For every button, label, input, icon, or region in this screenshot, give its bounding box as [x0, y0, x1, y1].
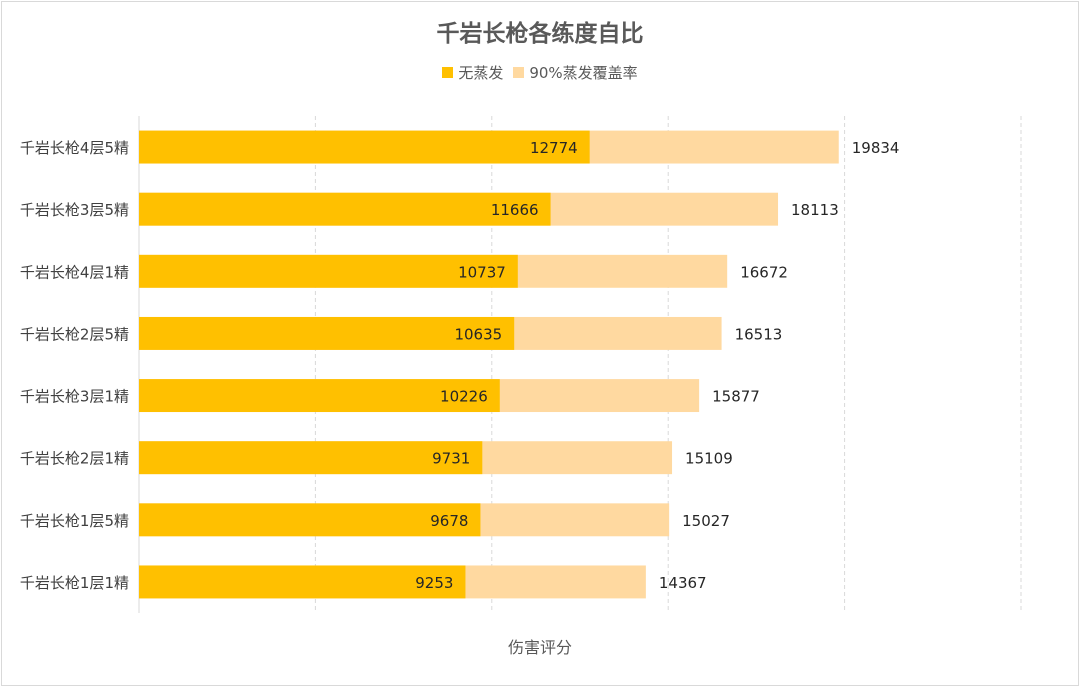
- chart-title: 千岩长枪各练度自比: [436, 21, 644, 47]
- data-label-series-1: 10226: [440, 388, 488, 406]
- data-label-series-1: 10737: [458, 263, 506, 281]
- y-tick-label: 千岩长枪4层1精: [20, 263, 129, 281]
- legend: 无蒸发 90%蒸发覆盖率: [0, 62, 1080, 83]
- y-tick-label: 千岩长枪2层5精: [20, 325, 129, 343]
- data-label-series-2: 16672: [740, 263, 788, 281]
- data-label-series-2: 14367: [659, 574, 707, 592]
- x-axis-title: 伤害评分: [507, 638, 572, 657]
- data-label-series-1: 9678: [430, 512, 468, 530]
- bar-series-1: [139, 441, 483, 475]
- data-label-series-2: 16513: [735, 325, 783, 343]
- bar-series-1: [139, 130, 590, 164]
- data-label-series-1: 10635: [454, 325, 502, 343]
- y-tick-label: 千岩长枪1层5精: [20, 512, 129, 530]
- y-tick-label: 千岩长枪4层5精: [20, 139, 129, 157]
- y-tick-label: 千岩长枪3层5精: [20, 201, 129, 219]
- data-label-series-1: 9731: [432, 450, 470, 468]
- data-label-series-2: 19834: [852, 139, 900, 157]
- data-label-series-2: 15027: [682, 512, 730, 530]
- y-tick-label: 千岩长枪3层1精: [20, 388, 129, 406]
- data-label-series-2: 18113: [791, 201, 839, 219]
- data-label-series-2: 15109: [685, 450, 733, 468]
- legend-label-series-2: 90%蒸发覆盖率: [529, 64, 638, 82]
- bar-series-1: [139, 254, 518, 288]
- y-tick-label: 千岩长枪1层1精: [20, 574, 129, 592]
- legend-item-series-2: 90%蒸发覆盖率: [513, 62, 638, 83]
- bar-series-1: [139, 503, 481, 537]
- data-label-series-1: 12774: [530, 139, 578, 157]
- bar-series-1: [139, 316, 515, 350]
- data-label-series-1: 11666: [491, 201, 539, 219]
- legend-swatch-series-1: [442, 67, 454, 78]
- bar-series-1: [139, 379, 500, 413]
- legend-item-series-1: 无蒸发: [442, 62, 503, 83]
- bar-series-1: [139, 565, 466, 599]
- data-label-series-1: 9253: [415, 574, 453, 592]
- y-tick-label: 千岩长枪2层1精: [20, 450, 129, 468]
- data-label-series-2: 15877: [712, 388, 760, 406]
- bar-series-1: [139, 192, 551, 226]
- legend-label-series-1: 无蒸发: [458, 64, 504, 82]
- legend-swatch-series-2: [513, 67, 525, 78]
